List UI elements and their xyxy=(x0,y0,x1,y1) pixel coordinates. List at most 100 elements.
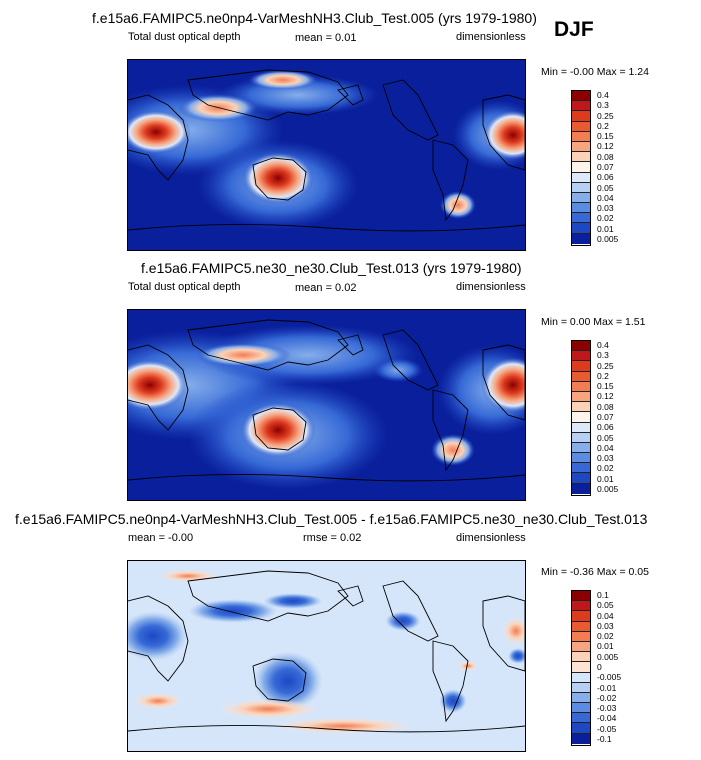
panel1-cbar-box-8 xyxy=(572,172,590,183)
panel3-diff-southern-pos xyxy=(218,699,318,719)
panel1-cbar-label-11: 0.03 xyxy=(597,203,614,214)
panel2-cbar-box-9 xyxy=(572,432,590,443)
panel3-cbar-label-2: 0.04 xyxy=(597,610,614,621)
panel1-cbar-label-12: 0.02 xyxy=(597,213,614,224)
panel2-cbar-label-1: 0.3 xyxy=(597,350,609,361)
panel1-cbar-box-11 xyxy=(572,203,590,214)
panel2-cbar-label-12: 0.02 xyxy=(597,463,614,474)
panel3-cbar-box-0 xyxy=(572,591,590,602)
panel3-cbar-box-9 xyxy=(572,682,590,693)
panel2-cbar-label-13: 0.01 xyxy=(597,473,614,484)
panel2-cbar-box-4 xyxy=(572,381,590,392)
panel3-diff-southern-ocean-pos xyxy=(273,718,413,734)
panel1-cbar-label-10: 0.04 xyxy=(597,192,614,203)
panel1-dust-sahara-west xyxy=(483,110,525,160)
panel1-map xyxy=(127,59,526,251)
panel3-diff-atlantic-pos xyxy=(458,661,478,671)
panel1-dust-patagonia xyxy=(440,191,476,219)
panel3-cbar-label-7: 0 xyxy=(597,662,602,672)
panel2-cbar-box-1 xyxy=(572,351,590,362)
panel2-cbar-box-8 xyxy=(572,422,590,433)
panel1-cbar-box-5 xyxy=(572,141,590,153)
panel1-cbar-box-3 xyxy=(572,121,590,132)
panel3-diff-westafrica-neg xyxy=(508,648,525,664)
panel1-dust-arabia xyxy=(178,94,258,122)
panel3-cbar-label-1: 0.05 xyxy=(597,600,614,611)
panel3-cbar-box-1 xyxy=(572,601,590,612)
panel2-dust-arabia xyxy=(195,343,291,367)
panel1-cbar-box-14 xyxy=(572,233,590,244)
panel1-cbar-label-5: 0.12 xyxy=(597,141,614,152)
panel2-cbar-label-11: 0.03 xyxy=(597,453,614,464)
panel2-cbar-box-14 xyxy=(572,483,590,494)
panel3-diff-africa-east xyxy=(128,611,188,661)
panel1-dust-taklimakan xyxy=(248,70,318,90)
panel3-diff-arabia xyxy=(188,599,278,623)
panel1-cbar-box-9 xyxy=(572,182,590,193)
panel1-cbar-label-14: 0.005 xyxy=(597,233,619,244)
panel1-colorbar xyxy=(571,90,591,246)
panel3-map xyxy=(127,560,526,752)
panel3-units-label: dimensionless xyxy=(456,532,526,544)
panel1-dust-australia xyxy=(242,152,314,204)
panel1-mean-label: mean = 0.01 xyxy=(295,32,357,44)
panel2-mean-label: mean = 0.02 xyxy=(295,282,357,294)
panel1-cbar-label-7: 0.07 xyxy=(597,162,614,172)
panel3-cbar-label-11: -0.03 xyxy=(597,703,617,714)
panel2-cbar-label-9: 0.05 xyxy=(597,432,614,443)
panel3-cbar-label-3: 0.03 xyxy=(597,620,614,631)
panel3-cbar-box-10 xyxy=(572,692,590,704)
panel1-cbar-box-7 xyxy=(572,162,590,173)
panel3-cbar-label-4: 0.02 xyxy=(597,631,614,642)
panel2-minmax: Min = 0.00 Max = 1.51 xyxy=(541,316,646,328)
panel3-cbar-box-4 xyxy=(572,631,590,642)
panel3-cbar-label-6: 0.005 xyxy=(597,651,619,662)
panel2-colorbar xyxy=(571,340,591,496)
panel3-diff-sahara-west-pos xyxy=(502,617,525,645)
panel2-cbar-box-7 xyxy=(572,412,590,423)
panel3-cbar-label-13: -0.05 xyxy=(597,723,617,734)
panel2-cbar-box-13 xyxy=(572,473,590,484)
panel2-map xyxy=(127,309,526,501)
panel2-cbar-box-0 xyxy=(572,341,590,352)
panel1-cbar-box-6 xyxy=(572,152,590,163)
panel1-cbar-label-1: 0.3 xyxy=(597,100,609,111)
panel1-cbar-label-2: 0.25 xyxy=(597,110,614,121)
panel2-cbar-box-10 xyxy=(572,442,590,454)
panel1-minmax: Min = -0.00 Max = 1.24 xyxy=(541,66,649,78)
season-label: DJF xyxy=(554,18,594,41)
panel2-dust-patagonia xyxy=(431,434,475,466)
panel3-colorbar xyxy=(571,590,591,746)
panel1-cbar-box-12 xyxy=(572,213,590,224)
panel3-cbar-label-8: -0.005 xyxy=(597,672,622,683)
panel3-cbar-label-12: -0.04 xyxy=(597,713,617,724)
panel2-title: f.e15a6.FAMIPC5.ne30_ne30.Club_Test.013 … xyxy=(141,260,522,276)
panel1-cbar-label-3: 0.2 xyxy=(597,120,609,131)
panel1-cbar-label-4: 0.15 xyxy=(597,131,614,142)
panel2-cbar-box-5 xyxy=(572,391,590,403)
panel2-cbar-label-14: 0.005 xyxy=(597,483,619,494)
panel3-cbar-label-0: 0.1 xyxy=(597,590,609,601)
panel2-cbar-label-8: 0.06 xyxy=(597,422,614,433)
panel3-cbar-label-9: -0.01 xyxy=(597,682,617,693)
panel3-diff-patagonia xyxy=(439,689,467,713)
panel1-cbar-label-8: 0.06 xyxy=(597,172,614,183)
panel3-mean-label: mean = -0.00 xyxy=(128,532,194,544)
panel1-cbar-label-0: 0.4 xyxy=(597,90,609,101)
panel3-cbar-box-6 xyxy=(572,652,590,663)
panel3-cbar-box-2 xyxy=(572,611,590,622)
panel3-cbar-box-14 xyxy=(572,733,590,744)
panel2-cbar-box-11 xyxy=(572,453,590,464)
panel3-cbar-label-10: -0.02 xyxy=(597,692,617,703)
panel1-cbar-label-13: 0.01 xyxy=(597,223,614,234)
panel1-cbar-box-2 xyxy=(572,111,590,122)
panel2-cbar-label-3: 0.2 xyxy=(597,370,609,381)
panel2-cbar-label-2: 0.25 xyxy=(597,360,614,371)
panel2-cbar-label-6: 0.08 xyxy=(597,401,614,412)
panel2-cbar-box-6 xyxy=(572,402,590,413)
panel2-dust-sahara-east xyxy=(128,359,188,411)
panel3-cbar-label-5: 0.01 xyxy=(597,641,614,652)
panel3-cbar-box-7 xyxy=(572,662,590,673)
panel1-title: f.e15a6.FAMIPC5.ne0np4-VarMeshNH3.Club_T… xyxy=(92,10,537,26)
panel1-cbar-label-9: 0.05 xyxy=(597,182,614,193)
